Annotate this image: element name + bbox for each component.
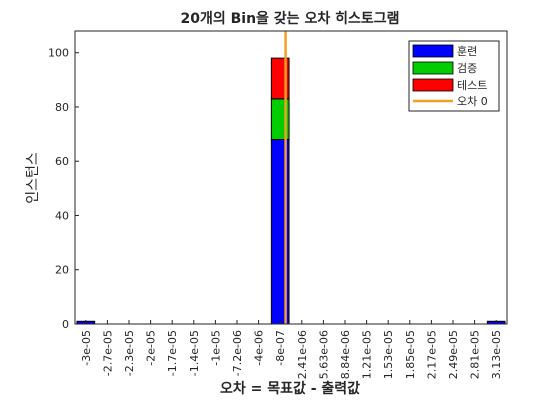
x-tick-label: 2.49e-05	[447, 330, 460, 379]
y-tick-label: 40	[55, 209, 69, 222]
y-tick-label: 0	[62, 318, 69, 331]
legend-swatch-validation	[412, 61, 454, 75]
x-tick-label: -1.4e-05	[188, 330, 201, 376]
x-tick-label: -2e-05	[145, 330, 158, 366]
y-tick-label: 100	[48, 47, 69, 60]
x-tick-label: 1.53e-05	[382, 330, 395, 379]
x-tick-label: 5.63e-06	[317, 330, 330, 379]
x-tick-label: -3e-05	[80, 330, 93, 366]
legend-label-zero-error: 오차 0	[457, 95, 488, 108]
chart-title: 20개의 Bin을 갖는 오차 히스토그램	[181, 10, 400, 27]
x-axis-label: 오차 = 목표값 - 출력값	[220, 380, 360, 397]
x-tick-label: 2.41e-06	[296, 330, 309, 379]
x-tick-label: 8.84e-06	[339, 330, 352, 379]
x-tick-label: -2.7e-05	[101, 330, 114, 376]
axes-box	[74, 30, 508, 325]
legend-swatch-test	[412, 78, 454, 92]
legend: 훈련 검증 테스트 오차 0	[408, 40, 500, 112]
x-tick-label: -7.2e-06	[231, 330, 244, 376]
y-tick-label: 80	[55, 101, 69, 114]
legend-swatch-train	[412, 44, 454, 58]
x-tick-label: 2.81e-05	[469, 330, 482, 379]
x-axis-ticks: -3e-05 -2.7e-05 -2.3e-05 -2e-05 -1.7e-05 -1.4…	[80, 320, 503, 379]
x-tick-label: -8e-07	[274, 330, 287, 366]
x-tick-label: -2.3e-05	[123, 330, 136, 376]
x-tick-label: -1.7e-05	[166, 330, 179, 376]
legend-label-test: 테스트	[457, 79, 487, 92]
y-tick-label: 60	[55, 155, 69, 168]
x-tick-label: 3.13e-05	[490, 330, 503, 379]
x-tick-label: 1.85e-05	[404, 330, 417, 379]
y-axis-label: 인스턴스	[25, 152, 41, 204]
x-tick-label: -4e-06	[253, 330, 266, 366]
x-tick-label: 2.17e-05	[425, 330, 438, 379]
legend-label-validation: 검증	[457, 62, 477, 75]
legend-label-train: 훈련	[457, 45, 477, 58]
y-axis-ticks: 0 20 40 60 80 100	[48, 47, 79, 331]
y-tick-label: 20	[55, 264, 69, 277]
x-tick-label: -1e-05	[209, 330, 222, 366]
x-tick-label: 1.21e-05	[361, 330, 374, 379]
